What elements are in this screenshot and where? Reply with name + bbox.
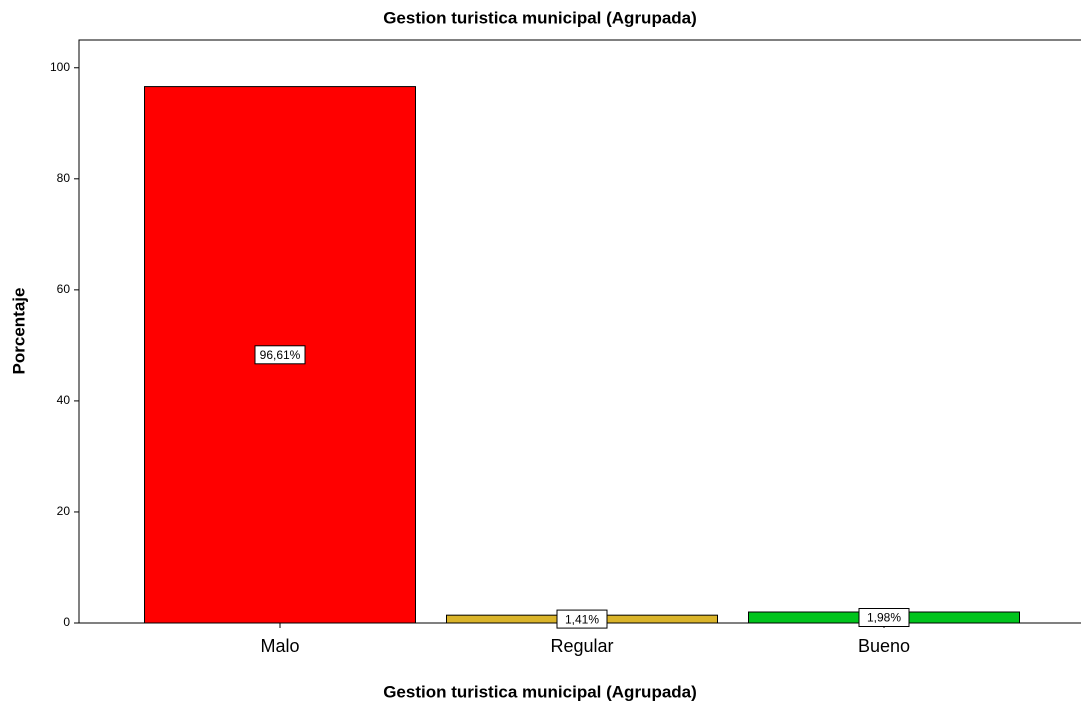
x-tick-label: Malo xyxy=(260,636,299,656)
y-tick-label: 40 xyxy=(57,393,71,407)
x-axis-label: Gestion turistica municipal (Agrupada) xyxy=(383,682,697,701)
value-label-box xyxy=(556,609,608,629)
x-tick-label: Regular xyxy=(550,636,613,656)
y-tick-label: 100 xyxy=(50,60,70,74)
x-tick-label: Bueno xyxy=(858,636,910,656)
value-label: 96,61% xyxy=(260,348,301,362)
y-tick-label: 80 xyxy=(57,171,71,185)
chart-title: Gestion turistica municipal (Agrupada) xyxy=(383,8,697,27)
y-tick-label: 20 xyxy=(57,504,71,518)
value-label-box xyxy=(254,345,306,365)
y-tick-label: 60 xyxy=(57,282,71,296)
y-axis-label: Porcentaje xyxy=(9,288,28,375)
value-label: 1,98% xyxy=(867,611,901,625)
value-label: 1,41% xyxy=(565,612,599,626)
y-tick-label: 0 xyxy=(63,615,70,629)
value-label-box xyxy=(858,608,910,628)
